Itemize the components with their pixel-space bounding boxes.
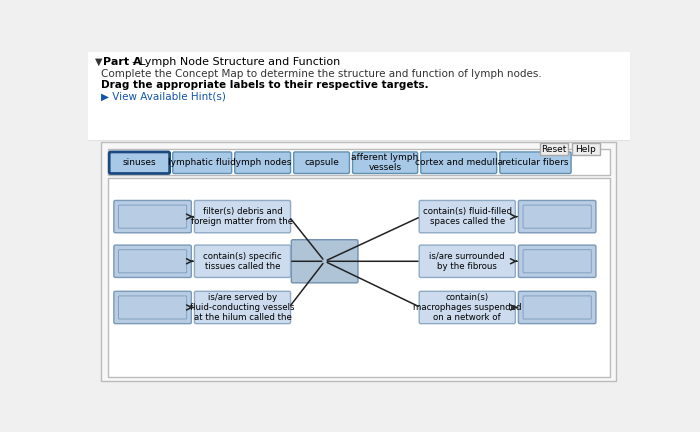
FancyBboxPatch shape bbox=[523, 296, 592, 319]
Text: ▼: ▼ bbox=[95, 57, 103, 67]
FancyBboxPatch shape bbox=[500, 152, 571, 174]
Text: contain(s) specific
tissues called the: contain(s) specific tissues called the bbox=[203, 251, 282, 271]
FancyBboxPatch shape bbox=[88, 52, 630, 140]
FancyBboxPatch shape bbox=[109, 152, 169, 174]
FancyBboxPatch shape bbox=[294, 152, 349, 174]
FancyBboxPatch shape bbox=[173, 152, 232, 174]
FancyBboxPatch shape bbox=[114, 245, 191, 277]
Text: ▶ View Available Hint(s): ▶ View Available Hint(s) bbox=[102, 92, 226, 102]
Text: is/are served by
fluid-conducting vessels
at the hilum called the: is/are served by fluid-conducting vessel… bbox=[190, 292, 295, 322]
Text: afferent lymph
vessels: afferent lymph vessels bbox=[351, 153, 419, 172]
FancyBboxPatch shape bbox=[419, 200, 515, 233]
Text: Complete the Concept Map to determine the structure and function of lymph nodes.: Complete the Concept Map to determine th… bbox=[102, 69, 542, 79]
FancyBboxPatch shape bbox=[523, 250, 592, 273]
FancyBboxPatch shape bbox=[234, 152, 290, 174]
Text: Reset: Reset bbox=[541, 145, 567, 154]
Text: cortex and medulla: cortex and medulla bbox=[414, 158, 503, 167]
Text: contain(s) fluid-filled
spaces called the: contain(s) fluid-filled spaces called th… bbox=[423, 207, 512, 226]
Text: - Lymph Node Structure and Function: - Lymph Node Structure and Function bbox=[132, 57, 340, 67]
FancyBboxPatch shape bbox=[572, 143, 600, 155]
FancyBboxPatch shape bbox=[114, 200, 191, 233]
FancyBboxPatch shape bbox=[102, 142, 616, 381]
Text: lymph nodes: lymph nodes bbox=[234, 158, 292, 167]
Text: capsule: capsule bbox=[304, 158, 339, 167]
Text: is/are surrounded
by the fibrous: is/are surrounded by the fibrous bbox=[429, 251, 505, 271]
FancyBboxPatch shape bbox=[114, 291, 191, 324]
Text: reticular fibers: reticular fibers bbox=[502, 158, 568, 167]
FancyBboxPatch shape bbox=[108, 178, 610, 377]
FancyBboxPatch shape bbox=[195, 291, 290, 324]
Text: lymphatic fluid: lymphatic fluid bbox=[168, 158, 236, 167]
FancyBboxPatch shape bbox=[419, 245, 515, 277]
Text: filter(s) debris and
foreign matter from the: filter(s) debris and foreign matter from… bbox=[191, 207, 293, 226]
Text: Part A: Part A bbox=[103, 57, 141, 67]
FancyBboxPatch shape bbox=[540, 143, 568, 155]
FancyBboxPatch shape bbox=[353, 152, 418, 174]
FancyBboxPatch shape bbox=[118, 205, 187, 228]
FancyBboxPatch shape bbox=[419, 291, 515, 324]
FancyBboxPatch shape bbox=[519, 200, 596, 233]
FancyBboxPatch shape bbox=[195, 200, 290, 233]
FancyBboxPatch shape bbox=[519, 291, 596, 324]
FancyBboxPatch shape bbox=[118, 296, 187, 319]
Text: Help: Help bbox=[575, 145, 596, 154]
FancyBboxPatch shape bbox=[108, 149, 610, 175]
Text: contain(s)
macrophages suspended
on a network of: contain(s) macrophages suspended on a ne… bbox=[413, 292, 522, 322]
Text: sinuses: sinuses bbox=[122, 158, 156, 167]
FancyBboxPatch shape bbox=[118, 250, 187, 273]
FancyBboxPatch shape bbox=[519, 245, 596, 277]
FancyBboxPatch shape bbox=[291, 240, 358, 283]
FancyBboxPatch shape bbox=[195, 245, 290, 277]
FancyBboxPatch shape bbox=[523, 205, 592, 228]
Text: Drag the appropriate labels to their respective targets.: Drag the appropriate labels to their res… bbox=[102, 79, 429, 89]
FancyBboxPatch shape bbox=[421, 152, 497, 174]
